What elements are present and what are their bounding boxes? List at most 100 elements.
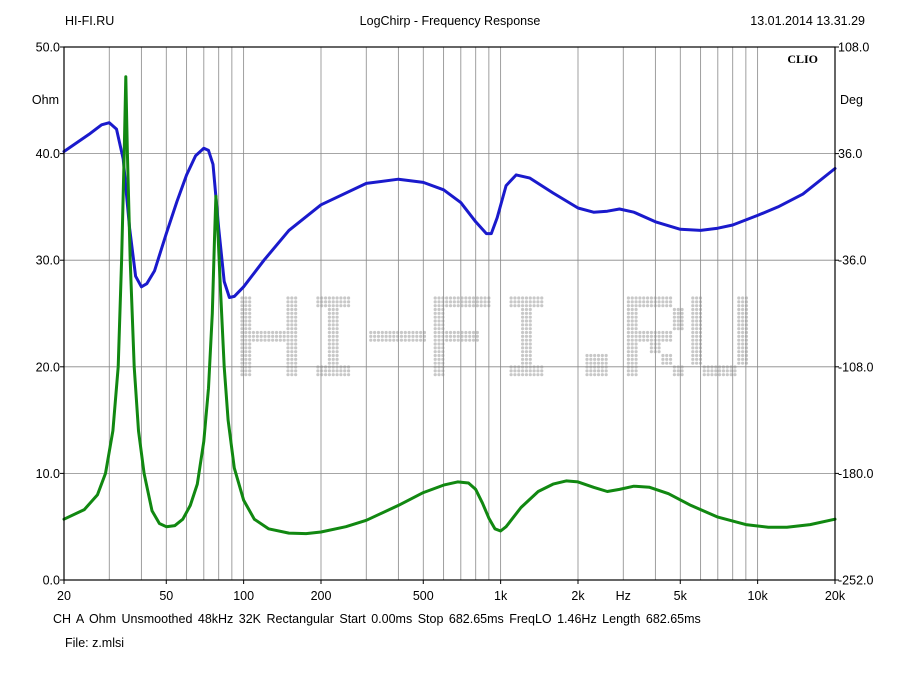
y-tick-label-right: -180.0: [838, 467, 873, 481]
watermark-dot: [714, 373, 718, 377]
watermark-dot: [744, 357, 749, 361]
watermark-dot: [399, 334, 404, 338]
watermark-dot: [521, 323, 525, 327]
watermark-dot: [323, 300, 328, 304]
watermark-dot: [661, 338, 665, 342]
watermark-dot: [331, 315, 335, 319]
watermark-dot: [468, 338, 472, 342]
watermark-dot: [282, 334, 286, 338]
watermark-dot: [335, 338, 339, 342]
watermark-dot: [665, 338, 669, 342]
watermark-dot: [589, 373, 593, 377]
watermark-dot: [244, 369, 248, 373]
watermark-dot: [290, 327, 294, 331]
watermark-dot: [524, 319, 529, 323]
y-tick-label-left: 30.0: [36, 254, 60, 268]
watermark-dot: [589, 357, 593, 361]
watermark-dot: [521, 357, 525, 361]
watermark-dot: [244, 319, 248, 323]
watermark-dot: [706, 373, 710, 377]
watermark-dot: [282, 330, 286, 335]
watermark-dot: [346, 373, 351, 377]
watermark-dot: [744, 342, 749, 346]
watermark-dot: [335, 373, 339, 377]
watermark-dot: [294, 361, 298, 365]
watermark-dot: [419, 330, 423, 335]
watermark-dot: [702, 369, 706, 373]
watermark-dot: [331, 369, 335, 373]
watermark-dot: [524, 315, 529, 319]
watermark-dot: [665, 353, 669, 358]
watermark-dot: [521, 296, 525, 300]
watermark-dot: [509, 304, 513, 308]
watermark-dot: [373, 330, 377, 335]
watermark-dot: [680, 369, 684, 373]
watermark-dot: [626, 300, 631, 304]
watermark-dot: [411, 334, 415, 338]
watermark-dot: [672, 311, 677, 315]
watermark-dot: [695, 350, 699, 354]
watermark-dot: [630, 315, 634, 319]
watermark-dot: [630, 346, 634, 350]
watermark-dot: [244, 373, 248, 377]
watermark-dot: [600, 361, 604, 365]
watermark-dot: [290, 334, 294, 338]
watermark-dot: [331, 334, 335, 338]
watermark-dot: [290, 353, 294, 358]
watermark-dot: [290, 300, 294, 304]
watermark-dot: [244, 353, 248, 358]
watermark-dot: [517, 300, 521, 304]
watermark-dot: [433, 323, 437, 327]
watermark-dot: [642, 334, 646, 338]
watermark-dot: [634, 300, 638, 304]
watermark-dot: [741, 296, 745, 300]
watermark-dot: [335, 353, 339, 358]
watermark-dot: [596, 373, 601, 377]
watermark-dot: [528, 323, 532, 327]
watermark-dot: [433, 334, 437, 338]
watermark-dot: [339, 300, 343, 304]
watermark-dot: [661, 353, 665, 358]
watermark-dot: [373, 334, 377, 338]
watermark-dot: [733, 369, 737, 373]
watermark-dot: [634, 307, 638, 312]
watermark-dot: [327, 338, 331, 342]
watermark-dot: [448, 300, 453, 304]
watermark-dot: [471, 296, 476, 300]
watermark-dot: [290, 330, 294, 335]
watermark-dot: [294, 369, 298, 373]
watermark-dot: [680, 319, 684, 323]
watermark-dot: [680, 311, 684, 315]
watermark-dot: [327, 307, 331, 312]
watermark-dot: [661, 357, 665, 361]
watermark-dot: [452, 330, 456, 335]
watermark-dot: [645, 330, 650, 335]
watermark-dot: [604, 361, 608, 365]
watermark-dot: [596, 353, 601, 358]
watermark-dot: [240, 311, 244, 315]
watermark-dot: [725, 369, 729, 373]
watermark-dot: [695, 327, 699, 331]
watermark-dot: [327, 311, 331, 315]
watermark-dot: [274, 334, 279, 338]
watermark-dot: [437, 357, 441, 361]
watermark-dot: [286, 327, 290, 331]
watermark-dot: [343, 296, 347, 300]
x-tick-label: 5k: [674, 589, 688, 603]
watermark-dot: [388, 338, 392, 342]
watermark-dot: [468, 334, 472, 338]
watermark-dot: [593, 357, 597, 361]
watermark-dot: [741, 357, 745, 361]
clio-logo: CLIO: [787, 52, 818, 66]
watermark-dot: [248, 373, 252, 377]
watermark-dot: [634, 338, 638, 342]
watermark-dot: [244, 330, 248, 335]
watermark-dot: [244, 311, 248, 315]
watermark-dot: [718, 369, 722, 373]
watermark-dot: [744, 304, 749, 308]
watermark-dot: [286, 373, 290, 377]
watermark-dot: [331, 311, 335, 315]
watermark-dot: [661, 300, 665, 304]
watermark-dot: [335, 350, 339, 354]
